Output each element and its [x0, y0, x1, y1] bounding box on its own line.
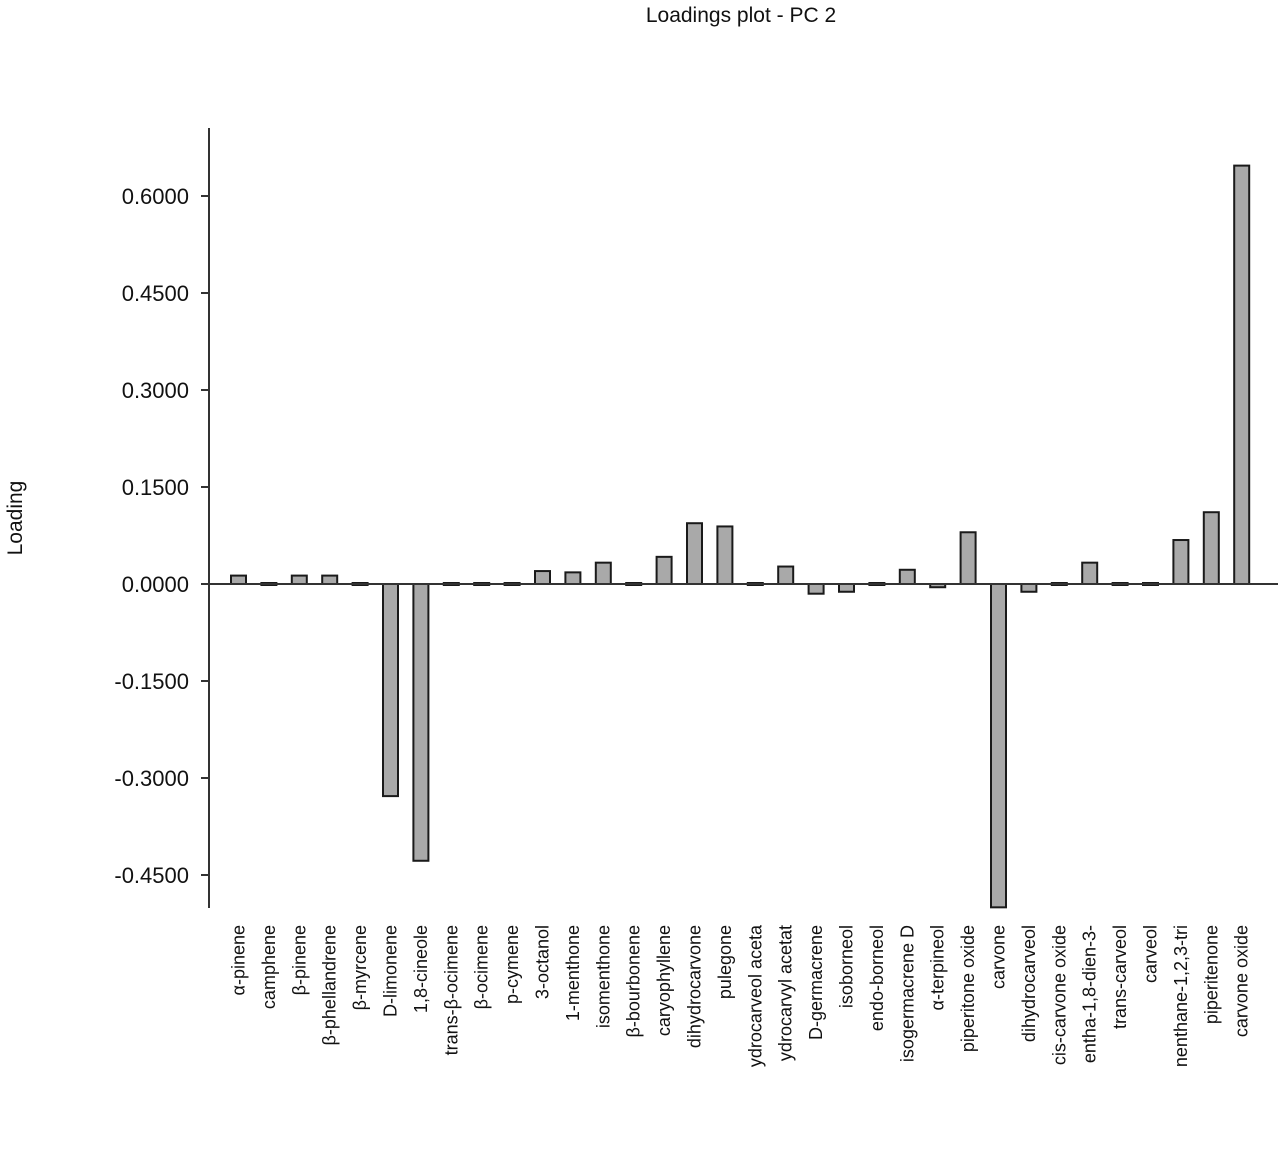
- x-tick-label: trans-β-ocimene: [441, 925, 461, 1055]
- x-tick-label: α-pinene: [229, 925, 249, 995]
- y-axis-ticks: 0.6000 0.4500 0.3000 0.1500 0.0000 -0.1500 -0.…: [114, 184, 209, 888]
- bar: [321, 574, 339, 585]
- bar: [655, 555, 673, 586]
- y-tick-label: 0.6000: [122, 184, 189, 209]
- x-tick-label: ydrocarvyl acetat: [776, 925, 796, 1061]
- bar: [807, 583, 825, 595]
- x-tick-label: β-pinene: [289, 925, 309, 995]
- x-tick-label: 1-menthone: [563, 925, 583, 1021]
- x-tick-label: carvone oxide: [1232, 925, 1252, 1037]
- x-tick-label: 1,8-cineole: [411, 925, 431, 1013]
- x-tick-label: dihydrocarveol: [1019, 925, 1039, 1042]
- x-tick-label: β-phellandrene: [320, 925, 340, 1045]
- x-tick-label: D-germacrene: [806, 925, 826, 1040]
- y-tick-label: -0.3000: [114, 766, 189, 791]
- bars-group: [230, 164, 1251, 909]
- bar: [959, 531, 977, 585]
- x-tick-label: β-ocimene: [472, 925, 492, 1009]
- x-tick-label: 3-octanol: [533, 925, 553, 999]
- bar: [1020, 583, 1038, 593]
- chart-title: Loadings plot - PC 2: [646, 4, 836, 27]
- y-tick-label: -0.1500: [114, 669, 189, 694]
- y-tick-label: 0.3000: [122, 378, 189, 403]
- x-tick-label: p-cymene: [502, 925, 522, 1004]
- bar: [716, 525, 734, 585]
- x-tick-label: camphene: [259, 925, 279, 1009]
- bar: [290, 574, 308, 585]
- x-tick-label: β-myrcene: [350, 925, 370, 1010]
- y-axis-label: Loading: [4, 481, 27, 556]
- bar: [990, 583, 1007, 909]
- x-tick-label: D-limonene: [381, 925, 401, 1017]
- bar: [1233, 164, 1251, 586]
- bar: [534, 570, 551, 585]
- x-tick-label: entha-1,8-dien-3-: [1080, 925, 1100, 1063]
- x-tick-label: β-bourbonene: [624, 925, 644, 1037]
- x-tick-label: isogermacrene D: [897, 925, 917, 1062]
- x-tick-label: trans-carveol: [1110, 925, 1130, 1029]
- x-tick-label: isomenthone: [593, 925, 613, 1028]
- x-tick-label: carveol: [1141, 925, 1161, 983]
- bar: [686, 522, 703, 585]
- bar: [777, 565, 795, 585]
- bar: [594, 561, 612, 585]
- bar: [412, 583, 430, 862]
- y-tick-label: 0.4500: [122, 281, 189, 306]
- bar: [230, 574, 247, 585]
- bar: [564, 571, 582, 585]
- y-tick-label: 0.0000: [122, 572, 189, 597]
- y-tick-label: 0.1500: [122, 475, 189, 500]
- x-tick-label: carvone: [989, 925, 1009, 989]
- bar: [838, 583, 855, 593]
- bar: [1202, 511, 1220, 585]
- y-tick-label: -0.4500: [114, 863, 189, 888]
- x-tick-label: endo-borneol: [867, 925, 887, 1031]
- bar: [1081, 561, 1099, 585]
- x-axis-tick-labels: α-pinene camphene β-pinene β-phellandrene β-…: [229, 924, 1252, 1067]
- x-tick-label: cis-carvone oxide: [1049, 925, 1069, 1065]
- x-tick-label: dihydrocarvone: [685, 925, 705, 1048]
- bar: [382, 583, 399, 798]
- x-tick-label: ydrocarveol aceta: [745, 924, 765, 1067]
- bar: [1172, 539, 1190, 586]
- x-tick-label: piperitenone: [1201, 925, 1221, 1024]
- bar: [898, 568, 916, 585]
- x-tick-label: α-terpineol: [928, 925, 948, 1010]
- x-tick-label: caryophyllene: [654, 925, 674, 1036]
- x-tick-label: piperitone oxide: [958, 925, 978, 1052]
- x-tick-label: nenthane-1,2,3-tri: [1171, 925, 1191, 1067]
- x-tick-label: isoborneol: [837, 925, 857, 1008]
- x-tick-label: pulegone: [715, 925, 735, 999]
